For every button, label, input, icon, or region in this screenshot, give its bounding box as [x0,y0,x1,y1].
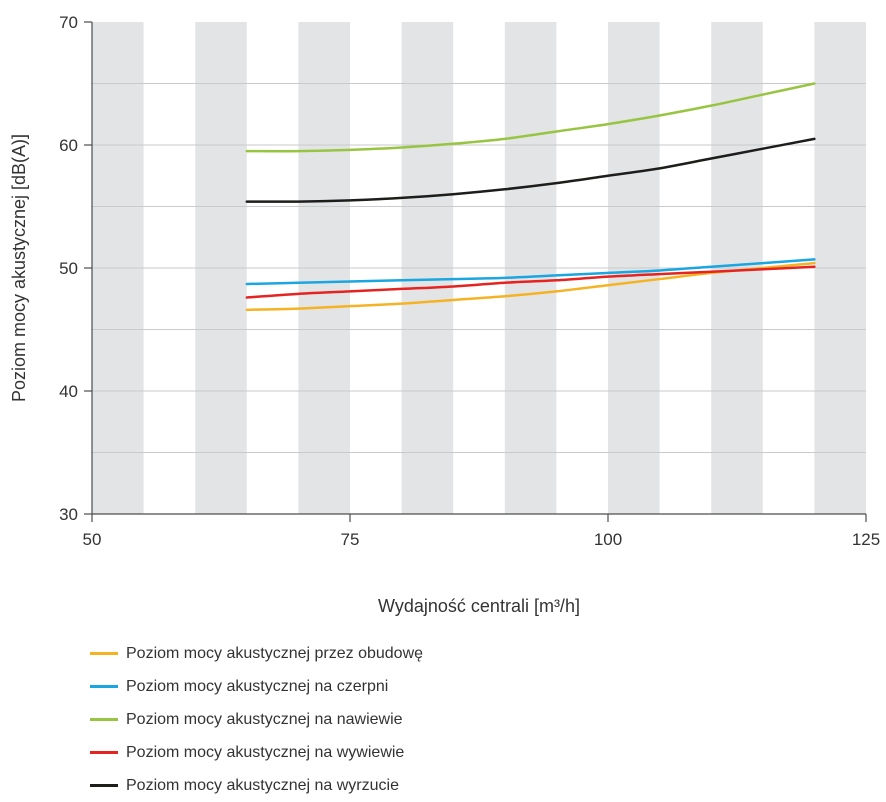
legend-label: Poziom mocy akustycznej na nawiewie [126,710,403,728]
legend-item: Poziom mocy akustycznej na nawiewie [90,703,423,736]
legend-item: Poziom mocy akustycznej przez obudowę [90,637,423,670]
x-tick-label: 100 [594,530,622,549]
x-axis-title: Wydajność centrali [m³/h] [378,596,580,616]
tick-labels: 30 40 50 60 70 50 75 100 125 [59,13,880,549]
legend-swatch [90,652,118,655]
legend-label: Poziom mocy akustycznej na wyrzucie [126,776,399,794]
legend: Poziom mocy akustycznej przez obudowę Poz… [90,637,423,802]
legend-item: Poziom mocy akustycznej na wyrzucie [90,769,423,802]
gridlines [92,83,866,453]
legend-swatch [90,718,118,721]
y-tick-label: 60 [59,136,78,155]
series-line [245,137,816,203]
y-tick-label: 30 [59,505,78,524]
x-tick-label: 125 [852,530,880,549]
legend-swatch [90,784,118,787]
legend-item: Poziom mocy akustycznej na wywiewie [90,736,423,769]
legend-swatch [90,751,118,754]
axes [84,21,867,522]
chart: 30 40 50 60 70 50 75 100 125 Wydajność centrali … [9,13,880,616]
series-line [245,265,816,299]
series-line [245,82,816,153]
series-line [245,258,816,286]
legend-label: Poziom mocy akustycznej przez obudowę [126,644,424,662]
x-tick-label: 50 [83,530,102,549]
legend-item: Poziom mocy akustycznej na czerpni [90,670,423,703]
y-axis-title: Poziom mocy akustycznej [dB(A)] [9,134,29,402]
y-tick-label: 40 [59,382,78,401]
x-tick-label: 75 [341,530,360,549]
legend-label: Poziom mocy akustycznej na wywiewie [126,743,405,761]
legend-swatch [90,685,118,688]
y-tick-label: 50 [59,259,78,278]
legend-label: Poziom mocy akustycznej na czerpni [126,677,389,695]
series-lines [245,82,816,312]
y-tick-label: 70 [59,13,78,32]
